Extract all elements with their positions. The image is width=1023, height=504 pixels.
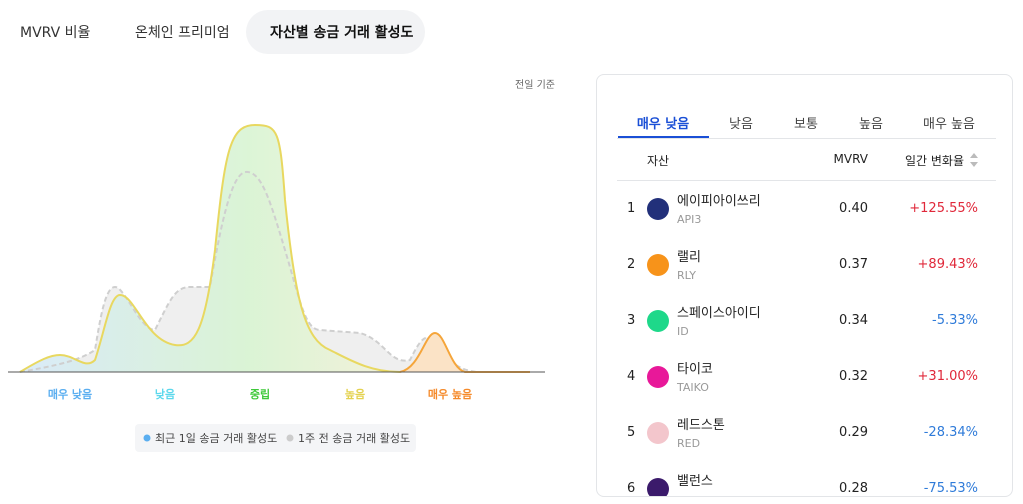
asset-panel: 매우 낮음 낮음 보통 높음 매우 높음 자산 MVRV 일간 변화율 1 에이피… [596,74,1013,497]
asset-name: 랠리 [677,250,701,265]
asset-ticker: RED [677,437,701,450]
rank: 2 [627,257,636,272]
panel-tab[interactable]: 매우 높음 [923,117,975,132]
daily-change: -5.33% [932,313,978,328]
asset-name: 타이코 [677,362,713,377]
asset-row[interactable]: 1 에이피아이쓰리 API3 0.40 +125.55% [597,181,1012,237]
asset-icon [647,422,669,444]
recent-line [19,123,401,373]
asset-ticker: API3 [677,213,702,226]
legend-label: 최근 1일 송금 거래 활성도 [155,431,277,445]
zone-label: 낮음 [155,387,175,401]
mvrv: 0.34 [839,313,868,328]
asset-icon [647,310,669,332]
asset-name: 스페이스아이디 [677,306,761,321]
zone-label: 매우 높음 [428,387,472,401]
daily-change: -28.34% [923,425,978,440]
asset-row[interactable]: 5 레드스톤 RED 0.29 -28.34% [597,405,1012,461]
asset-icon [647,254,669,276]
mvrv: 0.40 [839,201,868,216]
basis-note: 전일 기준 [515,80,555,91]
recent-area [20,125,400,372]
zone-label: 매우 낮음 [48,387,92,401]
asset-row[interactable]: 3 스페이스아이디 ID 0.34 -5.33% [597,293,1012,349]
tab[interactable]: 온체인 프리미엄 [135,25,230,41]
daily-change: +125.55% [909,201,978,216]
asset-row[interactable]: 6 밸런스 0.28 -75.53% [597,461,1012,496]
daily-change: +31.00% [917,369,978,384]
asset-ticker: RLY [677,269,697,282]
asset-icon [647,366,669,388]
asset-name: 레드스톤 [677,418,725,433]
legend-label: 1주 전 송금 거래 활성도 [298,431,410,445]
asset-name: 밸런스 [677,474,713,489]
column-header: MVRV [833,152,868,166]
column-header: 자산 [647,154,670,168]
asset-ticker: ID [677,325,689,338]
tab-underline [618,136,709,138]
tab-active[interactable]: 자산별 송금 거래 활성도 [270,25,414,41]
mvrv: 0.28 [839,481,868,496]
asset-name: 에이피아이쓰리 [677,194,761,209]
mvrv: 0.32 [839,369,868,384]
tab[interactable]: MVRV 비율 [20,25,91,41]
very-high-area [400,333,465,372]
zone-label: 중립 [250,388,270,401]
very-high-line [399,331,530,373]
zone-label: 높음 [345,388,365,401]
rank: 1 [627,201,636,216]
asset-ticker: TAIKO [677,381,709,394]
rank: 6 [627,481,636,496]
previous-week-line [19,170,530,373]
mvrv: 0.29 [839,425,868,440]
asset-icon [647,478,669,496]
legend-box [135,424,416,452]
daily-change: -75.53% [923,481,978,496]
panel-tab[interactable]: 높음 [859,117,883,132]
rank: 5 [627,425,636,440]
asset-icon [647,198,669,220]
divider [617,180,996,181]
active-tab-bg [246,10,425,54]
daily-change: +89.43% [917,257,978,272]
divider [617,138,996,139]
panel-tab-active[interactable]: 매우 낮음 [636,117,690,132]
activity-chart: 매우 낮음 낮음 중립 높음 매우 높음 최근 1일 송금 거래 활성도 1주 … [8,123,545,452]
legend-dot [143,434,151,442]
panel-tab[interactable]: 보통 [794,117,818,132]
rank: 3 [627,313,636,328]
sort-icon[interactable] [969,152,979,168]
legend-dot [286,434,294,442]
rank: 4 [627,369,636,384]
asset-row[interactable]: 2 랠리 RLY 0.37 +89.43% [597,237,1012,293]
mvrv: 0.37 [839,257,868,272]
asset-row[interactable]: 4 타이코 TAIKO 0.32 +31.00% [597,349,1012,405]
column-header[interactable]: 일간 변화율 [904,154,964,168]
panel-tab[interactable]: 낮음 [729,117,753,132]
